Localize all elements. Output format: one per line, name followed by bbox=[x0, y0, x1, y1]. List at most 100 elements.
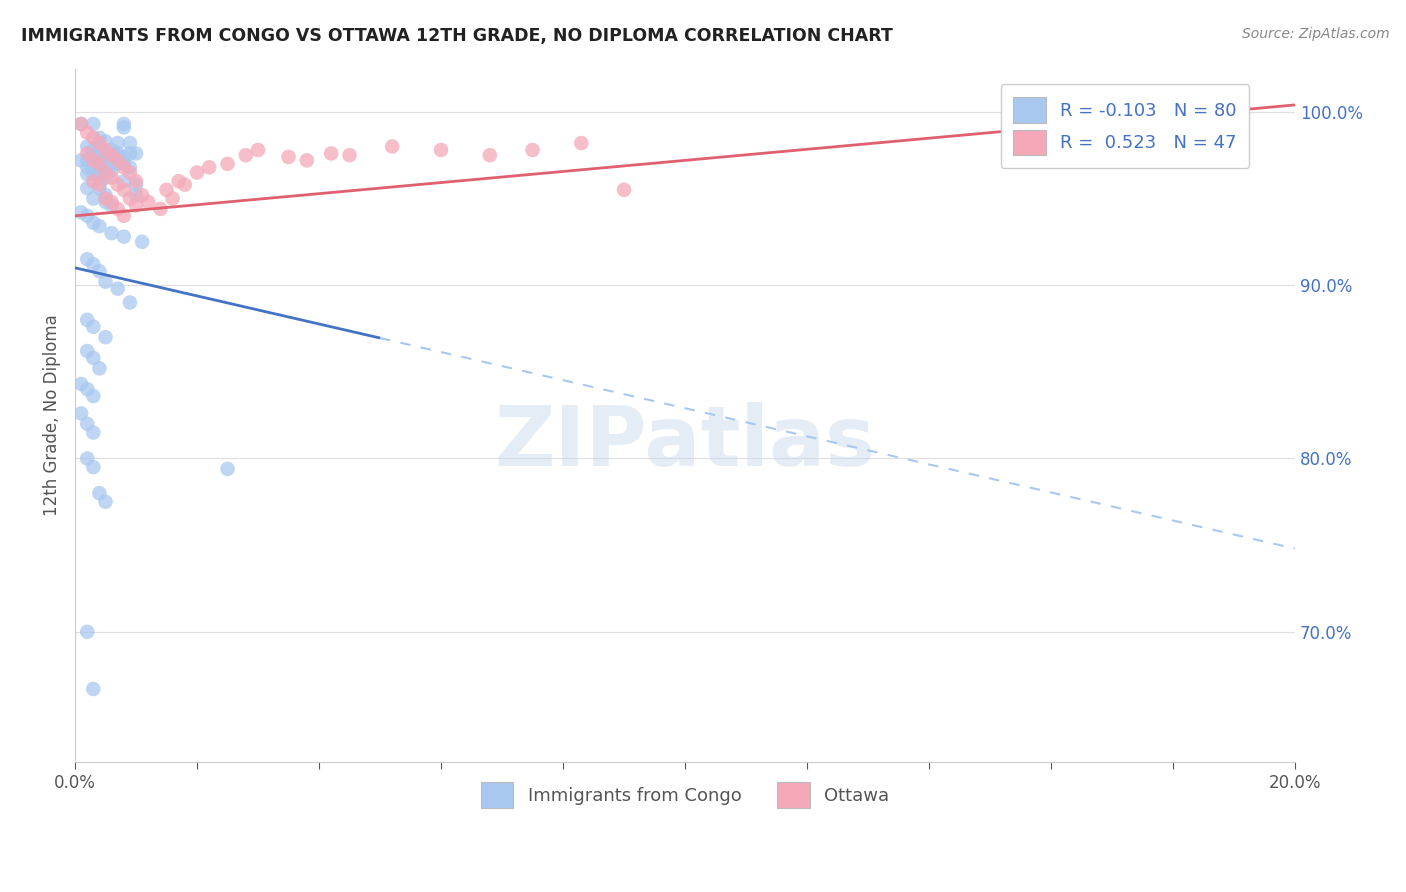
Point bbox=[112, 150, 135, 164]
Point bbox=[235, 148, 257, 162]
Point bbox=[70, 205, 93, 219]
Point bbox=[89, 157, 111, 171]
Point bbox=[94, 495, 117, 509]
Point bbox=[89, 486, 111, 500]
Point bbox=[173, 178, 195, 192]
Point bbox=[125, 178, 148, 192]
Point bbox=[76, 451, 98, 466]
Point bbox=[89, 150, 111, 164]
Text: Source: ZipAtlas.com: Source: ZipAtlas.com bbox=[1241, 27, 1389, 41]
Point bbox=[107, 157, 129, 171]
Point bbox=[76, 153, 98, 168]
Point bbox=[82, 389, 104, 403]
Point bbox=[89, 178, 111, 192]
Point bbox=[94, 194, 117, 209]
Point bbox=[107, 150, 129, 164]
Point bbox=[94, 165, 117, 179]
Point bbox=[100, 198, 122, 212]
Point bbox=[76, 417, 98, 431]
Point bbox=[76, 252, 98, 267]
Point bbox=[125, 188, 148, 202]
Point bbox=[89, 131, 111, 145]
Point bbox=[131, 188, 153, 202]
Point bbox=[82, 351, 104, 365]
Point bbox=[107, 202, 129, 216]
Point bbox=[70, 376, 93, 391]
Point bbox=[167, 174, 190, 188]
Point bbox=[100, 157, 122, 171]
Y-axis label: 12th Grade, No Diploma: 12th Grade, No Diploma bbox=[44, 314, 60, 516]
Point bbox=[100, 194, 122, 209]
Point bbox=[89, 153, 111, 168]
Point bbox=[339, 148, 361, 162]
Point bbox=[118, 192, 141, 206]
Point bbox=[100, 226, 122, 240]
Point bbox=[613, 183, 636, 197]
Point bbox=[162, 192, 184, 206]
Point bbox=[295, 153, 318, 168]
Point bbox=[381, 139, 404, 153]
Point bbox=[94, 163, 117, 178]
Point bbox=[100, 148, 122, 162]
Point bbox=[94, 330, 117, 344]
Point bbox=[94, 188, 117, 202]
Point bbox=[82, 161, 104, 175]
Point bbox=[82, 257, 104, 271]
Point bbox=[118, 146, 141, 161]
Point bbox=[76, 161, 98, 175]
Point bbox=[107, 136, 129, 150]
Point bbox=[100, 150, 122, 164]
Point bbox=[82, 192, 104, 206]
Point bbox=[82, 174, 104, 188]
Point bbox=[94, 157, 117, 171]
Point bbox=[125, 198, 148, 212]
Point bbox=[82, 131, 104, 145]
Point bbox=[70, 406, 93, 420]
Point bbox=[430, 143, 453, 157]
Point bbox=[94, 275, 117, 289]
Point bbox=[136, 194, 159, 209]
Point bbox=[100, 143, 122, 157]
Point bbox=[118, 161, 141, 175]
Point bbox=[100, 170, 122, 185]
Point bbox=[76, 209, 98, 223]
Point bbox=[112, 174, 135, 188]
Point bbox=[82, 143, 104, 157]
Point bbox=[217, 157, 239, 171]
Point bbox=[89, 361, 111, 376]
Point bbox=[76, 126, 98, 140]
Point bbox=[100, 163, 122, 178]
Point bbox=[112, 229, 135, 244]
Point bbox=[82, 681, 104, 696]
Point bbox=[76, 313, 98, 327]
Point bbox=[107, 178, 129, 192]
Point bbox=[76, 382, 98, 396]
Point bbox=[76, 624, 98, 639]
Legend: Immigrants from Congo, Ottawa: Immigrants from Congo, Ottawa bbox=[474, 775, 897, 815]
Point bbox=[70, 117, 93, 131]
Point bbox=[89, 163, 111, 178]
Text: IMMIGRANTS FROM CONGO VS OTTAWA 12TH GRADE, NO DIPLOMA CORRELATION CHART: IMMIGRANTS FROM CONGO VS OTTAWA 12TH GRA… bbox=[21, 27, 893, 45]
Point bbox=[112, 183, 135, 197]
Point bbox=[82, 150, 104, 164]
Point bbox=[70, 117, 93, 131]
Point bbox=[76, 344, 98, 359]
Point bbox=[82, 216, 104, 230]
Point bbox=[107, 146, 129, 161]
Point bbox=[217, 462, 239, 476]
Point bbox=[131, 235, 153, 249]
Point bbox=[112, 161, 135, 175]
Point bbox=[125, 174, 148, 188]
Point bbox=[118, 136, 141, 150]
Point bbox=[89, 181, 111, 195]
Point bbox=[107, 153, 129, 168]
Point bbox=[89, 136, 111, 150]
Point bbox=[149, 202, 172, 216]
Point bbox=[198, 161, 221, 175]
Point bbox=[522, 143, 544, 157]
Point bbox=[112, 120, 135, 135]
Point bbox=[321, 146, 343, 161]
Point bbox=[89, 264, 111, 278]
Point bbox=[478, 148, 501, 162]
Point bbox=[94, 192, 117, 206]
